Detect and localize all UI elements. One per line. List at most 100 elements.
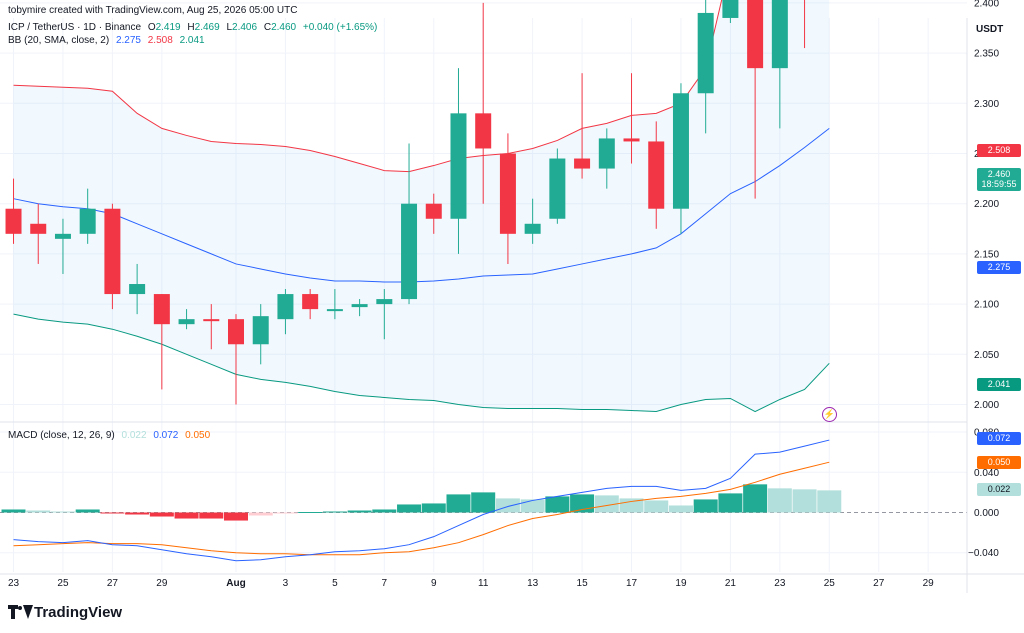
macd-histogram-bar [372, 509, 397, 513]
macd-histogram-bar [50, 511, 75, 513]
time-tick-label: 13 [527, 578, 539, 589]
macd-signal-line [13, 461, 830, 556]
macd-histogram-bar [767, 488, 792, 513]
candle-up [129, 284, 146, 295]
symbol-name[interactable]: ICP / TetherUS · 1D · Binance [8, 22, 142, 33]
price-tick-label: 2.400 [974, 0, 999, 9]
candles [5, 0, 806, 405]
macd-histogram-bar [520, 499, 545, 513]
time-tick-label: 15 [577, 578, 589, 589]
candle-down [104, 208, 121, 295]
candle-up [178, 319, 195, 325]
ohlc-h: 2.469 [194, 22, 220, 33]
macd-legend[interactable]: MACD (close, 12, 26, 9) 0.022 0.072 0.05… [8, 430, 214, 441]
macd-histogram-bar [26, 510, 51, 513]
price-tick-label: 2.150 [974, 249, 999, 260]
bb-upper-line [13, 0, 723, 173]
signal-value-tag: 0.050 [977, 456, 1021, 469]
lower-band-tag: 2.041 [977, 378, 1021, 391]
price-tick-label: 2.350 [974, 49, 999, 60]
macd-tick-label: 0.040 [974, 468, 999, 479]
time-tick-label: 21 [725, 578, 737, 589]
candle-down [475, 113, 492, 149]
ohlc-l: 2.406 [232, 22, 258, 33]
ohlc-o-label: O [147, 22, 156, 33]
time-tick-label: 25 [824, 578, 836, 589]
time-tick-label: Aug [226, 578, 245, 589]
macd-histogram-bar [224, 512, 248, 521]
macd-histogram-bar [817, 490, 842, 513]
macd-histogram-bar [347, 510, 372, 513]
macd-histogram-bar [322, 511, 347, 513]
macd-histogram-bar [644, 500, 669, 513]
macd-histogram-bar [743, 484, 768, 513]
price-tick-label: 2.000 [974, 400, 999, 411]
candle-down [574, 158, 591, 169]
time-tick-label: 23 [8, 578, 20, 589]
macd-histogram-bar [174, 512, 199, 519]
candle-down [747, 0, 764, 69]
candle-down [648, 141, 665, 209]
tradingview-logo[interactable]: TradingView [8, 602, 122, 622]
bb-label: BB (20, SMA, close, 2) [8, 35, 110, 46]
candle-up [54, 233, 71, 239]
candle-up [450, 113, 467, 219]
macd-value-tag: 0.072 [977, 432, 1021, 445]
macd-histogram-bar [792, 489, 817, 513]
macd-pane [0, 439, 967, 562]
macd-histogram-bar [693, 499, 718, 513]
bb-legend[interactable]: BB (20, SMA, close, 2) 2.275 2.508 2.041 [8, 35, 209, 46]
macd-histogram-bar [248, 512, 273, 516]
candle-up [549, 158, 566, 219]
time-tick-label: 29 [923, 578, 935, 589]
ohlc-change: +0.040 (+1.65%) [302, 22, 378, 33]
bb-lower-line [13, 313, 830, 413]
candle-up [697, 12, 714, 94]
currency-label[interactable]: USDT [976, 24, 1004, 35]
candle-down [228, 319, 244, 345]
macd-histogram-bar [1, 509, 26, 513]
hist-value-tag: 0.022 [977, 483, 1021, 496]
candle-up [326, 309, 343, 312]
candle-down [302, 294, 319, 310]
macd-histogram-bar [421, 503, 446, 513]
candle-up [598, 138, 615, 169]
candle-up [722, 0, 739, 18]
time-tick-label: 11 [478, 578, 489, 589]
candle-up [351, 304, 368, 308]
macd-histogram-bar [570, 494, 595, 513]
last-price-tag: 2.460 18:59:55 [977, 168, 1021, 191]
ohlc-o: 2.419 [155, 22, 181, 33]
countdown-timer: 18:59:55 [981, 179, 1017, 189]
candle-down [623, 138, 640, 142]
macd-value: 0.072 [153, 430, 179, 441]
price-tick-label: 2.100 [974, 300, 999, 311]
candle-down [203, 319, 220, 322]
candle-up [524, 223, 541, 234]
macd-line [13, 439, 830, 562]
macd-signal-value: 0.050 [185, 430, 211, 441]
time-tick-label: 7 [382, 578, 388, 589]
lightning-icon[interactable]: ⚡ [822, 407, 837, 422]
candle-up [252, 316, 269, 345]
ohlc-c: 2.460 [271, 22, 297, 33]
last-price-value: 2.460 [987, 169, 1011, 179]
price-tick-label: 2.050 [974, 350, 999, 361]
candle-down [153, 294, 170, 325]
macd-tick-label: 0.000 [974, 508, 999, 519]
time-tick-label: 29 [156, 578, 168, 589]
time-tick-label: 27 [873, 578, 885, 589]
time-tick-label: 25 [57, 578, 69, 589]
time-tick-label: 19 [675, 578, 687, 589]
tradingview-logo-text: TradingView [34, 603, 123, 621]
time-tick-label: 9 [431, 578, 437, 589]
macd-histogram-bar [718, 493, 743, 513]
macd-hist-value: 0.022 [121, 430, 147, 441]
macd-histogram-bar [471, 492, 496, 513]
macd-histogram-bar [273, 512, 298, 514]
candle-down [425, 203, 442, 219]
macd-histogram-bar [199, 512, 224, 519]
candle-up [376, 299, 393, 305]
macd-histogram-bar [397, 504, 422, 513]
